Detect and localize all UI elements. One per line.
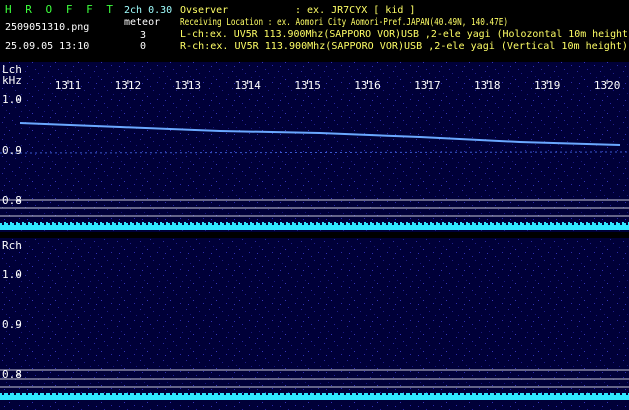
time-tick-label: 1313: [175, 79, 202, 92]
unit-label: kHz: [2, 74, 22, 87]
time-tick-label: 1316: [354, 79, 381, 92]
panel-label: Rch: [2, 239, 22, 252]
mode: 2ch 0.30: [124, 5, 172, 16]
observer: : ex. JR7CYX [ kid ]: [295, 5, 415, 16]
rch-spectrogram: [0, 238, 629, 410]
observer-label: Ovserver: [180, 5, 228, 16]
app-name: H R O F F T: [5, 3, 113, 16]
time-tick-label: 1320: [594, 79, 621, 92]
time-tick-label: 1315: [294, 79, 321, 92]
freq-tick-label: 0.9: [2, 318, 22, 331]
freq-tick-label: 1.0: [2, 93, 22, 106]
time-tick-label: 1314: [234, 79, 261, 92]
time-tick-label: 1312: [115, 79, 142, 92]
lch-info: L-ch:ex. UV5R 113.900Mhz(SAPPORO VOR)USB…: [180, 29, 628, 40]
time-tick-label: 1317: [414, 79, 441, 92]
time-tick-label: 1319: [534, 79, 561, 92]
freq-tick-label: 0.9: [2, 144, 22, 157]
freq-tick-label: 0.8: [2, 194, 22, 207]
freq-tick-label: 1.0: [2, 268, 22, 281]
datetime: 25.09.05 13:10: [5, 41, 89, 52]
meteor-trace: [19, 122, 621, 146]
rch-info: R-ch:ex. UV5R 113.900Mhz(SAPPORO VOR)USB…: [180, 41, 628, 52]
meteor-label: meteor: [124, 17, 160, 28]
lch-count: 3: [140, 30, 146, 41]
lch-level: [0, 220, 629, 230]
lch-spectrogram: [0, 62, 629, 232]
panel-label: Lch: [2, 63, 22, 76]
time-tick-label: 1318: [474, 79, 501, 92]
file-name: 2509051310.png: [5, 22, 89, 33]
rch-level: [0, 393, 629, 402]
rch-count: 0: [140, 41, 146, 52]
time-tick-label: 1311: [55, 79, 82, 92]
location: Receiving Location : ex. Aomori City Aom…: [180, 17, 508, 28]
freq-tick-label: 0.8: [2, 368, 22, 381]
